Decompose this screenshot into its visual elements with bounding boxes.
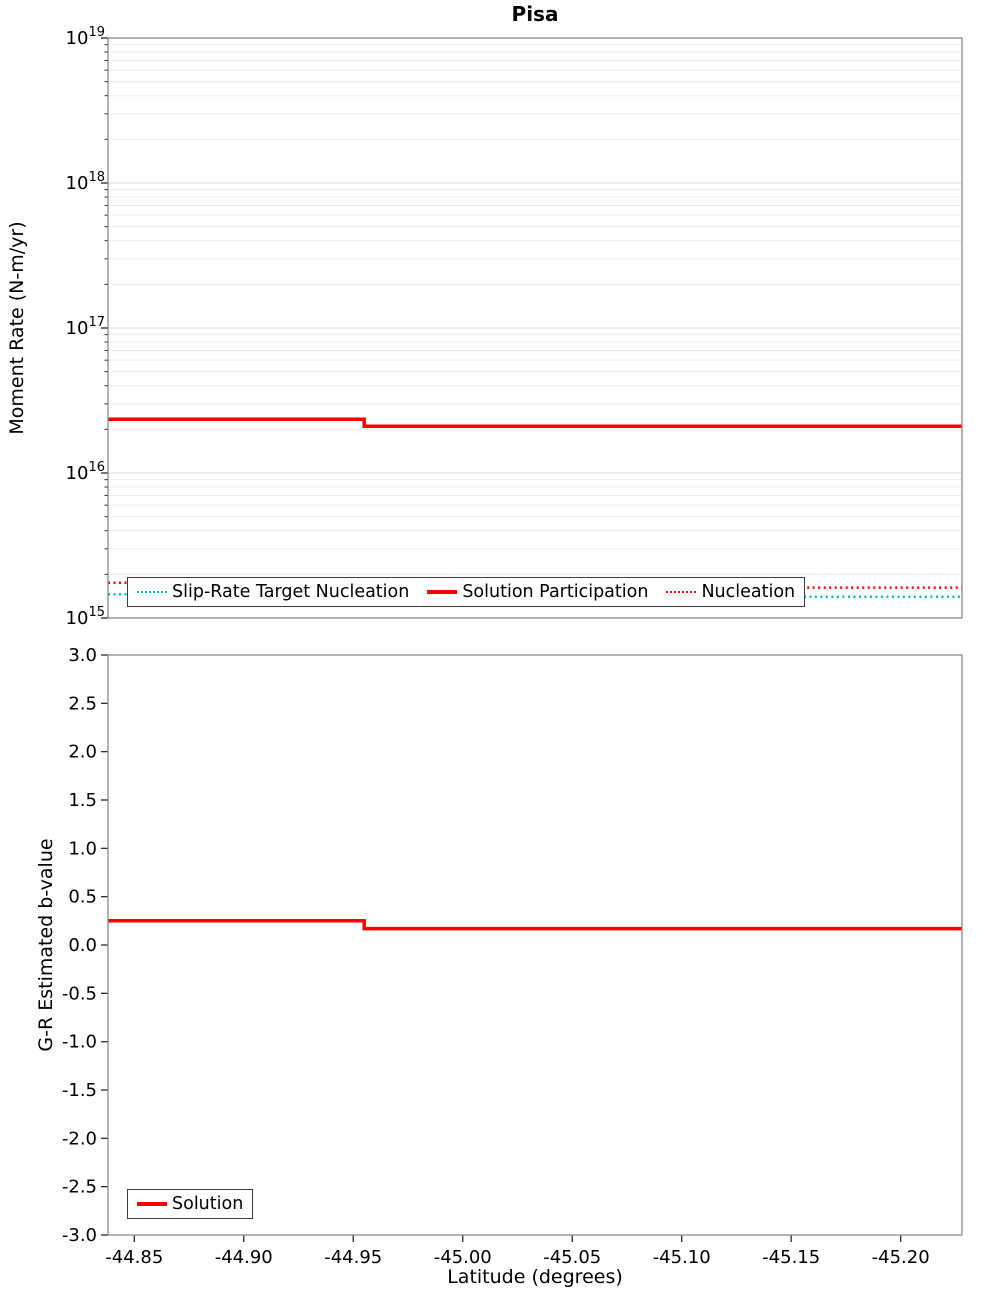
series-solution xyxy=(108,919,962,931)
nucleation-swatch-icon xyxy=(666,591,697,593)
y-tick-label: 1018 xyxy=(66,170,105,194)
plot-frame xyxy=(107,37,963,619)
x-tick-label: -44.95 xyxy=(324,1247,382,1268)
y-tick-label: 0.5 xyxy=(68,887,97,908)
slip-rate-target-nucleation-swatch-icon xyxy=(137,591,167,593)
solution-participation-swatch-icon xyxy=(427,590,458,594)
y-tick-label: -1.0 xyxy=(62,1032,97,1053)
x-tick-label: -45.10 xyxy=(653,1247,711,1268)
y-tick-label: -2.0 xyxy=(62,1128,97,1149)
legend-moment-rate: Slip-Rate Target Nucleation Solution Par… xyxy=(127,577,806,607)
legend-item-nucleation: Nucleation xyxy=(666,582,795,602)
y-axis-label-b-value: G-R Estimated b-value xyxy=(35,838,57,1052)
legend-item-slip-rate-target-nucleation: Slip-Rate Target Nucleation xyxy=(137,582,409,602)
y-axis-label-moment-rate: Moment Rate (N-m/yr) xyxy=(6,221,28,435)
y-tick-label: 1.0 xyxy=(68,838,97,859)
legend-label-solution-participation: Solution Participation xyxy=(462,582,649,602)
x-tick-label: -45.00 xyxy=(434,1247,492,1268)
y-tick-label: -3.0 xyxy=(62,1225,97,1246)
x-axis-label: Latitude (degrees) xyxy=(447,1266,623,1288)
legend-b-value: Solution xyxy=(127,1189,254,1219)
x-tick-label: -45.20 xyxy=(872,1247,930,1268)
y-tick-label: 1019 xyxy=(66,25,105,49)
y-tick-label: 2.0 xyxy=(68,742,97,763)
legend-item-solution: Solution xyxy=(137,1194,243,1214)
y-tick-label: 0.0 xyxy=(68,935,97,956)
x-tick-label: -45.05 xyxy=(543,1247,601,1268)
y-tick-label: -1.5 xyxy=(62,1080,97,1101)
y-tick-label: 1017 xyxy=(66,315,105,339)
legend-label-slip-rate-target-nucleation: Slip-Rate Target Nucleation xyxy=(172,582,410,602)
legend-label-solution: Solution xyxy=(172,1194,244,1214)
series-solution-participation xyxy=(108,417,962,429)
legend-label-nucleation: Nucleation xyxy=(701,582,796,602)
y-tick-label: -0.5 xyxy=(62,983,97,1004)
x-tick-label: -44.85 xyxy=(105,1247,163,1268)
y-tick-label: -2.5 xyxy=(62,1177,97,1198)
chart-title: Pisa xyxy=(511,2,559,26)
solution-swatch-icon xyxy=(137,1202,167,1206)
y-tick-label: 1016 xyxy=(66,460,105,484)
x-tick-label: -44.90 xyxy=(215,1247,273,1268)
x-tick-label: -45.15 xyxy=(762,1247,820,1268)
y-tick-label: 1015 xyxy=(66,605,105,629)
plot-frame xyxy=(107,654,963,1236)
y-tick-label: 2.5 xyxy=(68,693,97,714)
y-tick-label: 1.5 xyxy=(68,790,97,811)
y-tick-label: 3.0 xyxy=(68,645,97,666)
legend-item-solution-participation: Solution Participation xyxy=(427,582,648,602)
